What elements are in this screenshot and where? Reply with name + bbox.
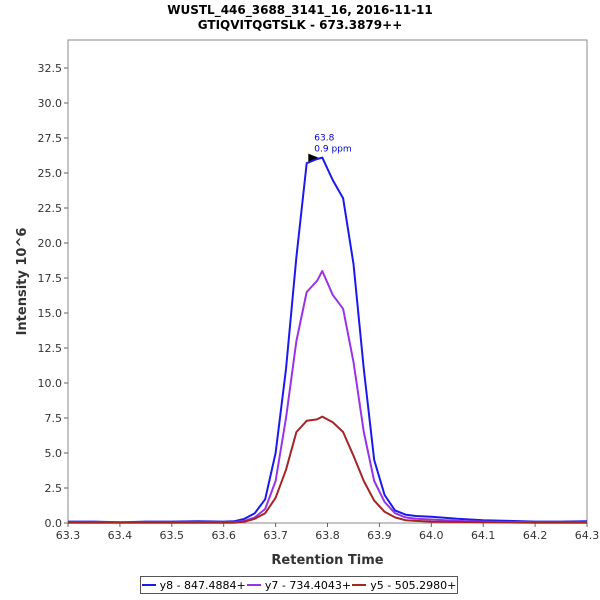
y-tick-label: 2.5 [45, 482, 63, 495]
legend-swatch-y5 [352, 584, 367, 586]
y-tick-label: 27.5 [38, 132, 63, 145]
x-tick-label: 64.1 [471, 529, 496, 542]
chart-subtitle: GTIQVITQGTSLK - 673.3879++ [197, 18, 403, 32]
x-tick-label: 63.4 [108, 529, 133, 542]
peak-rt-label: 63.8 [314, 134, 334, 144]
x-axis-label: Retention Time [271, 553, 383, 568]
y-axis-label: Intensity 10^6 [15, 228, 30, 336]
x-tick-label: 63.6 [211, 529, 236, 542]
y-tick-label: 17.5 [38, 272, 63, 285]
x-tick-label: 63.8 [315, 529, 340, 542]
x-tick-label: 63.5 [160, 529, 185, 542]
legend-item-y8: y8 - 847.4884+ [141, 578, 246, 592]
x-tick-label: 63.7 [263, 529, 288, 542]
legend-item-y7: y7 - 734.4043+ [246, 578, 352, 592]
legend-swatch-y8 [141, 584, 156, 586]
y-tick-label: 20.0 [38, 237, 63, 250]
peak-ppm-label: 0.9 ppm [314, 145, 351, 155]
legend-swatch-y7 [246, 584, 261, 586]
x-tick-label: 63.9 [367, 529, 392, 542]
legend-label-y8: y8 - 847.4884+ [159, 578, 246, 592]
legend-item-y5: y5 - 505.2980+ [352, 579, 456, 592]
chart-title: WUSTL_446_3688_3141_16, 2016-11-11 [167, 3, 433, 17]
x-tick-label: 64.3 [575, 529, 600, 542]
y-tick-label: 5.0 [45, 447, 63, 460]
legend-label-y5: y5 - 505.2980+ [370, 578, 457, 592]
y-tick-label: 22.5 [38, 202, 63, 215]
y-tick-label: 0.0 [45, 517, 63, 530]
y-tick-label: 32.5 [38, 62, 63, 75]
x-tick-label: 64.0 [419, 529, 444, 542]
y-tick-label: 7.5 [45, 412, 63, 425]
y-tick-label: 12.5 [38, 342, 63, 355]
x-tick-label: 64.2 [523, 529, 548, 542]
peak-marker [308, 153, 319, 162]
legend-label-y7: y7 - 734.4043+ [264, 578, 352, 592]
y-tick-label: 15.0 [38, 307, 63, 320]
y-tick-label: 10.0 [38, 377, 63, 390]
x-tick-label: 63.3 [56, 529, 81, 542]
y-tick-label: 25.0 [38, 167, 63, 180]
series-line-y5 [68, 415, 587, 524]
legend: y8 - 847.4884+ y7 - 734.4043+ y5 - 505.2… [140, 576, 458, 594]
y-tick-label: 30.0 [38, 97, 63, 110]
